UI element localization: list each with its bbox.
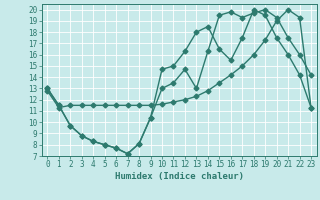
X-axis label: Humidex (Indice chaleur): Humidex (Indice chaleur) <box>115 172 244 181</box>
